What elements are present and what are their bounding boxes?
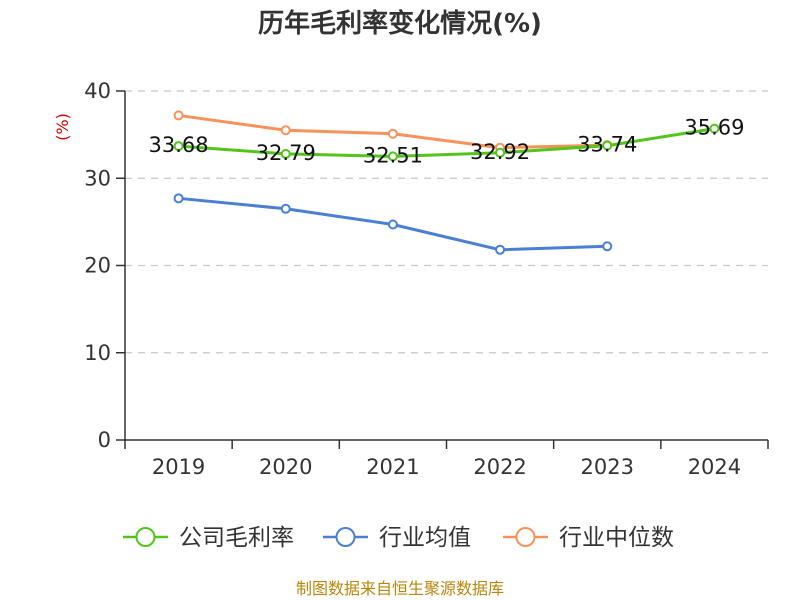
legend-label: 行业均值 xyxy=(379,525,471,551)
legend-marker xyxy=(515,527,536,547)
x-tick-label: 2021 xyxy=(366,455,419,479)
legend-marker xyxy=(135,527,156,547)
series-point xyxy=(387,219,398,230)
series-point xyxy=(173,110,184,121)
data-labels: 33.68 32.79 32.51 32.92 33.74 35.69 xyxy=(149,116,745,168)
series-lines xyxy=(173,110,720,255)
legend: 公司毛利率 行业均值 行业中位数 xyxy=(123,525,674,551)
x-tick-label: 2024 xyxy=(688,455,741,479)
x-tick-label: 2019 xyxy=(152,455,205,479)
series-point xyxy=(280,148,291,159)
x-tick-label: 2023 xyxy=(581,455,634,479)
data-label: 35.69 xyxy=(684,116,744,140)
legend-label: 公司毛利率 xyxy=(179,525,294,551)
data-label: 32.79 xyxy=(256,141,316,165)
series-point xyxy=(280,203,291,214)
data-label: 32.92 xyxy=(470,140,530,164)
data-label: 33.68 xyxy=(149,133,209,157)
legend-marker xyxy=(335,527,356,547)
data-label: 33.74 xyxy=(577,133,637,157)
series-line xyxy=(177,127,716,158)
series-point xyxy=(387,128,398,139)
series-point xyxy=(173,141,184,152)
axes: 0 10 20 30 40 2019 2020 2021 2022 2023 2024 xyxy=(84,79,769,479)
series-point xyxy=(173,193,184,204)
chart-title: 历年毛利率变化情况(%) xyxy=(258,8,542,39)
y-tick-label: 0 xyxy=(98,428,111,452)
series-point xyxy=(602,241,613,252)
y-tick-label: 10 xyxy=(84,341,111,365)
series-point xyxy=(280,125,291,136)
series-point xyxy=(709,123,720,134)
data-label: 32.51 xyxy=(363,143,423,167)
y-axis-unit-label: (%) xyxy=(53,113,72,141)
grid-lines xyxy=(125,90,768,354)
series-point xyxy=(602,140,613,151)
y-tick-label: 20 xyxy=(84,254,111,278)
x-tick-label: 2020 xyxy=(259,455,312,479)
series-point xyxy=(495,244,506,255)
series-point xyxy=(387,151,398,162)
legend-label: 行业中位数 xyxy=(559,525,674,551)
x-tick-label: 2022 xyxy=(473,455,526,479)
series-point xyxy=(495,147,506,158)
data-source-note: 制图数据来自恒生聚源数据库 xyxy=(296,579,504,598)
y-tick-label: 40 xyxy=(84,79,111,103)
y-tick-label: 30 xyxy=(84,166,111,190)
